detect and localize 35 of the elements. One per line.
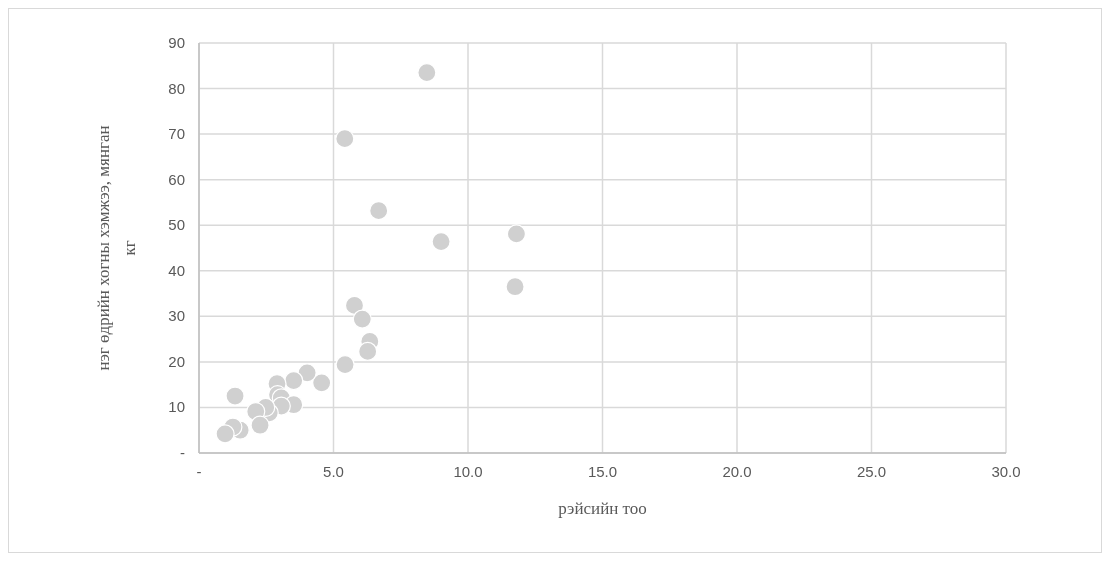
x-tick-label: 30.0 bbox=[991, 463, 1021, 480]
point bbox=[284, 370, 304, 391]
point bbox=[225, 386, 245, 406]
x-tick-label: 5.0 bbox=[323, 463, 344, 480]
y-axis-title: нэг өдрийн хогны хэмжээ, мянган кг bbox=[94, 125, 139, 371]
x-tick-label: 25.0 bbox=[856, 463, 887, 480]
point bbox=[369, 201, 389, 221]
point bbox=[215, 424, 235, 444]
point bbox=[335, 129, 355, 149]
point bbox=[297, 363, 317, 383]
point bbox=[417, 63, 437, 83]
y-tick-label: 90 bbox=[168, 34, 185, 51]
x-tick-label: 15.0 bbox=[587, 463, 618, 480]
y-tick-label: 50 bbox=[168, 216, 185, 234]
x-axis-title: рэйсийн тоо bbox=[558, 499, 647, 518]
y-tick-label: 70 bbox=[168, 125, 185, 143]
y-tick-label: 30 bbox=[168, 307, 185, 325]
point bbox=[352, 309, 372, 329]
point bbox=[431, 232, 451, 252]
y-tick-label: 40 bbox=[168, 261, 185, 279]
x-tick-label: - bbox=[196, 463, 202, 480]
point bbox=[335, 355, 355, 375]
x-tick-label: 10.0 bbox=[453, 463, 483, 480]
x-tick-label: 20.0 bbox=[722, 463, 752, 480]
point bbox=[312, 373, 332, 393]
point bbox=[358, 341, 378, 362]
point bbox=[250, 415, 270, 435]
point bbox=[344, 295, 365, 315]
y-tick-label: 10 bbox=[168, 398, 185, 416]
y-tick-label: 60 bbox=[168, 170, 185, 188]
point bbox=[506, 224, 527, 244]
y-tick-label: - bbox=[180, 444, 185, 461]
y-tick-label: 80 bbox=[168, 79, 185, 97]
point bbox=[505, 277, 525, 297]
y-tick-label: 20 bbox=[168, 352, 185, 370]
